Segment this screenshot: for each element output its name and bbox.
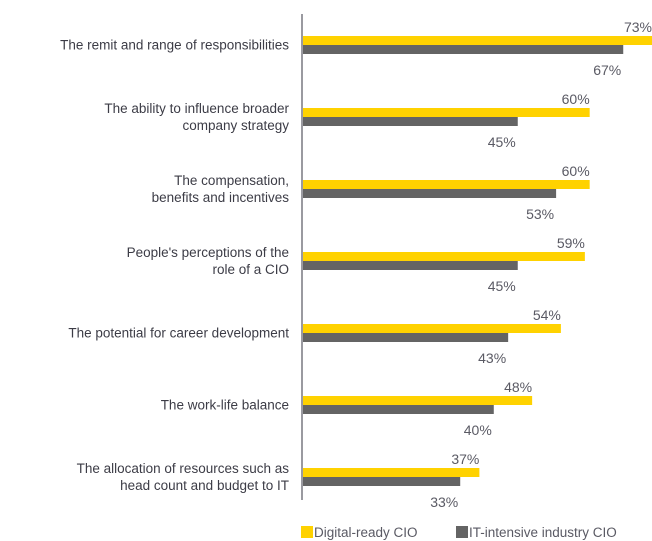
category-label: The work-life balance: [161, 398, 289, 413]
category-label: People's perceptions of the: [127, 245, 289, 260]
category-label: The ability to influence broader: [104, 101, 289, 116]
category-label: head count and budget to IT: [120, 478, 289, 493]
legend-label-digital-ready: Digital-ready CIO: [314, 525, 418, 540]
category-label: benefits and incentives: [152, 190, 290, 205]
category-label: The remit and range of responsibilities: [60, 38, 289, 53]
bars-layer: [302, 36, 652, 486]
data-label-it-intensive: 53%: [526, 206, 554, 222]
data-label-it-intensive: 45%: [488, 134, 516, 150]
bar-it-intensive-the-ability-to-influence-broader-company: [302, 117, 518, 126]
bar-digital-ready-people-s-perceptions-of-the-role-of-a-ci: [302, 252, 585, 261]
bar-digital-ready-the-potential-for-career-development: [302, 324, 561, 333]
data-label-digital-ready: 60%: [562, 163, 590, 179]
bar-it-intensive-the-remit-and-range-of-responsibilities: [302, 45, 624, 54]
bar-it-intensive-the-allocation-of-resources-such-as-head: [302, 477, 461, 486]
legend-swatch-digital-ready: [301, 526, 313, 538]
bar-it-intensive-the-compensation-benefits-and-incentives: [302, 189, 557, 198]
bar-it-intensive-the-potential-for-career-development: [302, 333, 509, 342]
data-label-it-intensive: 45%: [488, 278, 516, 294]
bar-digital-ready-the-work-life-balance: [302, 396, 533, 405]
legend-swatch-it-intensive: [456, 526, 468, 538]
data-label-digital-ready: 54%: [533, 307, 561, 323]
legend-label-it-intensive: IT-intensive industry CIO: [469, 525, 617, 540]
category-label: company strategy: [182, 118, 289, 133]
bar-digital-ready-the-ability-to-influence-broader-company: [302, 108, 590, 117]
data-label-it-intensive: 33%: [430, 494, 458, 510]
category-label: role of a CIO: [212, 262, 289, 277]
legend: Digital-ready CIO IT-intensive industry …: [301, 525, 617, 540]
category-label: The compensation,: [174, 173, 289, 188]
data-label-digital-ready: 37%: [451, 451, 479, 467]
data-label-digital-ready: 60%: [562, 91, 590, 107]
data-label-it-intensive: 43%: [478, 350, 506, 366]
bar-it-intensive-people-s-perceptions-of-the-role-of-a-ci: [302, 261, 518, 270]
category-label: The allocation of resources such as: [77, 461, 290, 476]
data-label-digital-ready: 48%: [504, 379, 532, 395]
bar-digital-ready-the-remit-and-range-of-responsibilities: [302, 36, 652, 45]
bar-digital-ready-the-allocation-of-resources-such-as-head: [302, 468, 480, 477]
data-label-digital-ready: 59%: [557, 235, 585, 251]
data-label-it-intensive: 40%: [464, 422, 492, 438]
labels-layer: The remit and range of responsibilities 7…: [60, 19, 652, 510]
bar-it-intensive-the-work-life-balance: [302, 405, 494, 414]
data-label-digital-ready: 73%: [624, 19, 652, 35]
bar-digital-ready-the-compensation-benefits-and-incentives: [302, 180, 590, 189]
category-label: The potential for career development: [68, 326, 289, 341]
data-label-it-intensive: 67%: [593, 62, 621, 78]
